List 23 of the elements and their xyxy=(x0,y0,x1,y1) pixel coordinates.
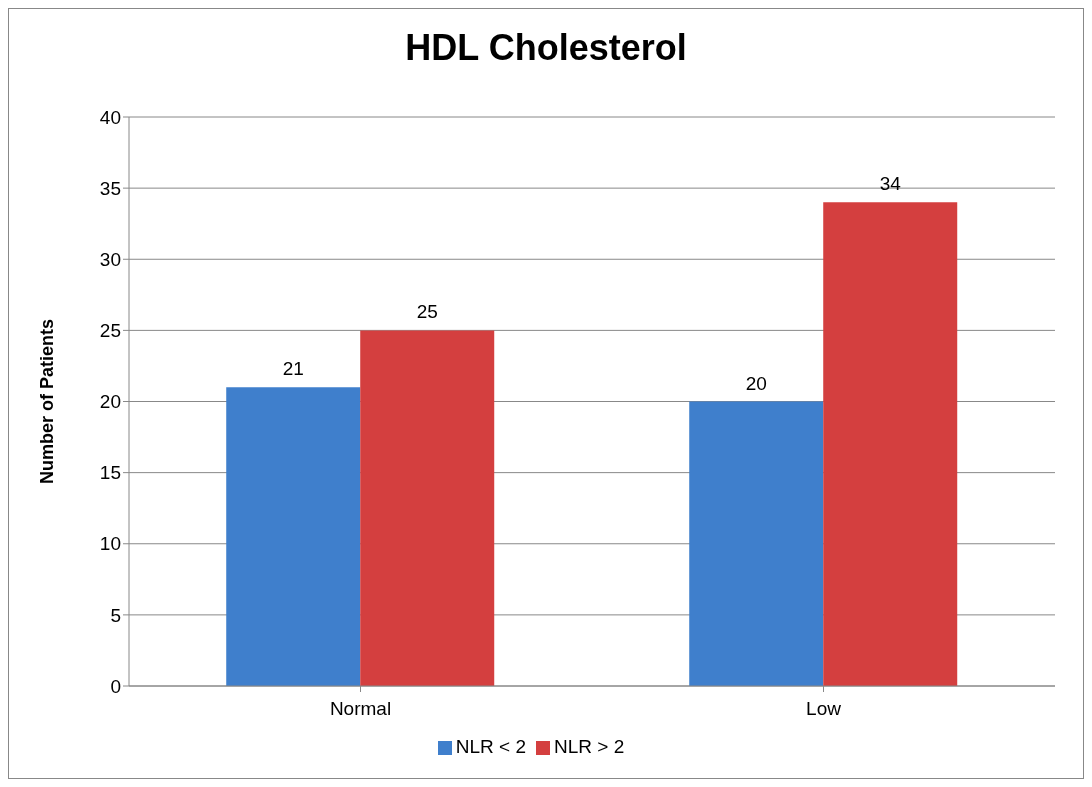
y-tick-label: 30 xyxy=(99,248,121,270)
y-tick-label: 15 xyxy=(99,462,121,484)
bar xyxy=(360,330,495,686)
y-tick-label: 25 xyxy=(99,320,121,342)
data-label: 25 xyxy=(416,301,438,323)
data-label: 21 xyxy=(282,358,304,380)
bar xyxy=(226,387,361,686)
y-tick-label: 35 xyxy=(99,177,121,199)
x-tick-label: Normal xyxy=(329,698,392,720)
y-axis-title: Number of Patients xyxy=(37,318,58,485)
data-label: 20 xyxy=(745,372,767,394)
y-tick-label: 5 xyxy=(110,604,121,626)
data-label: 34 xyxy=(879,173,902,195)
bar xyxy=(823,202,958,686)
y-tick-label: 40 xyxy=(99,106,121,128)
bar xyxy=(689,401,824,686)
legend-label: NLR < 2 xyxy=(455,736,526,757)
y-tick-label: 20 xyxy=(99,391,121,413)
chart-title: HDL Cholesterol xyxy=(404,27,688,69)
x-tick-label: Low xyxy=(806,698,842,720)
legend-label: NLR > 2 xyxy=(554,736,625,757)
y-tick-label: 10 xyxy=(99,533,121,555)
y-tick-label: 0 xyxy=(110,675,121,697)
